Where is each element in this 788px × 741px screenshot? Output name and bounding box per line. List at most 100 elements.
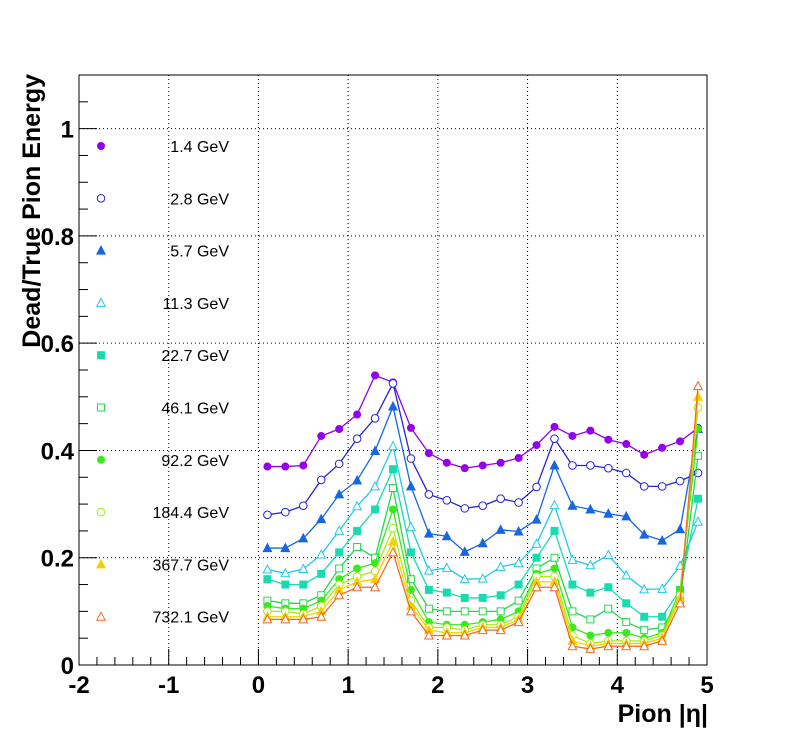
data-point (622, 599, 631, 608)
data-point (424, 449, 433, 458)
data-point (478, 593, 487, 602)
data-point (405, 480, 416, 491)
data-point (585, 643, 596, 653)
data-point (353, 526, 362, 535)
data-point (513, 525, 524, 536)
data-point (423, 565, 434, 575)
x-tick-label: 4 (611, 672, 625, 699)
legend-marker (97, 142, 105, 150)
data-point (335, 564, 344, 573)
data-point (317, 431, 326, 440)
legend-label: 11.3 GeV (163, 296, 230, 313)
data-point (280, 567, 291, 578)
data-point (442, 458, 451, 467)
data-point (459, 629, 470, 640)
data-point (549, 459, 560, 470)
data-point (459, 546, 470, 556)
data-point (299, 461, 308, 470)
data-point (370, 445, 381, 455)
x-tick-label: -1 (158, 672, 179, 699)
data-point (694, 494, 703, 503)
data-point (604, 435, 613, 444)
legend-marker (95, 611, 107, 621)
data-point (406, 423, 415, 432)
data-point (603, 549, 614, 560)
data-point (352, 434, 362, 443)
data-point (621, 640, 632, 651)
series-line (267, 428, 699, 639)
data-point (281, 507, 290, 517)
data-point (478, 501, 488, 511)
data-point (460, 607, 469, 616)
legend-marker (96, 507, 106, 517)
data-point (298, 563, 309, 573)
data-point (568, 580, 577, 589)
data-point (298, 613, 309, 624)
data-point (387, 546, 399, 557)
legend-marker (95, 245, 107, 255)
series-line (267, 381, 699, 516)
series-9 (262, 380, 704, 653)
data-point (496, 607, 505, 616)
data-point (441, 562, 452, 572)
data-point (477, 537, 488, 548)
data-point (298, 532, 309, 543)
data-point (298, 501, 308, 511)
data-point (334, 459, 344, 469)
data-point (406, 548, 415, 557)
data-point (693, 516, 704, 526)
data-point (693, 380, 704, 391)
data-point (676, 437, 685, 446)
data-point (334, 525, 345, 535)
data-point (263, 510, 272, 520)
data-point (370, 581, 381, 592)
data-point (675, 476, 685, 486)
data-point (352, 500, 363, 511)
data-point (334, 589, 345, 600)
data-point (514, 498, 523, 507)
data-point (657, 482, 667, 491)
legend-label: 732.1 GeV (153, 610, 230, 627)
data-point (406, 575, 415, 584)
data-point (657, 534, 668, 545)
legend-marker (95, 558, 107, 569)
series-layer (262, 371, 704, 653)
data-point (353, 564, 362, 573)
data-point (514, 580, 523, 589)
x-tick-label: 3 (521, 672, 534, 699)
data-point (531, 538, 542, 548)
data-point (353, 543, 362, 551)
x-tick-label: 1 (341, 672, 354, 699)
axis-ticks (78, 74, 708, 666)
data-point (442, 588, 451, 597)
series-4 (263, 465, 703, 621)
data-point (262, 542, 273, 553)
data-point (513, 616, 524, 627)
data-point (621, 569, 632, 580)
data-point (423, 528, 434, 538)
legend-marker (96, 194, 106, 203)
data-point (675, 523, 686, 534)
data-point (477, 624, 488, 635)
data-point (317, 569, 326, 578)
data-point (316, 611, 327, 621)
data-point (299, 580, 308, 589)
data-point (693, 403, 703, 412)
data-point (371, 371, 380, 380)
data-point (441, 530, 452, 541)
legend-label: 2.8 GeV (170, 191, 229, 208)
data-point (568, 461, 577, 470)
data-point (514, 453, 523, 462)
data-point (531, 514, 542, 524)
data-point (316, 513, 327, 524)
y-tick-label: 0.4 (41, 438, 75, 465)
data-point (478, 607, 487, 616)
data-point (423, 629, 434, 640)
data-point (459, 573, 470, 584)
data-point (639, 529, 650, 539)
data-point (387, 400, 399, 411)
data-point (693, 391, 704, 401)
data-point (550, 553, 559, 562)
data-point (406, 454, 416, 463)
legend-marker (97, 455, 105, 464)
